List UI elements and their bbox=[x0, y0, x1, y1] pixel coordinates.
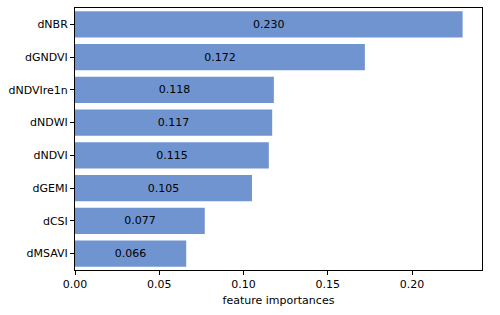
svg-text:feature importances: feature importances bbox=[223, 294, 335, 307]
svg-text:0.117: 0.117 bbox=[158, 116, 190, 129]
svg-text:dGEMI: dGEMI bbox=[33, 182, 68, 195]
svg-text:dMSAVI: dMSAVI bbox=[27, 247, 68, 260]
svg-text:0.066: 0.066 bbox=[115, 247, 147, 260]
svg-text:0.172: 0.172 bbox=[204, 51, 236, 64]
svg-text:0.118: 0.118 bbox=[159, 83, 191, 96]
svg-text:0.230: 0.230 bbox=[253, 18, 285, 31]
svg-text:dNDWI: dNDWI bbox=[30, 116, 68, 129]
svg-text:0.20: 0.20 bbox=[400, 278, 425, 291]
svg-text:0.077: 0.077 bbox=[124, 214, 156, 227]
svg-text:dCSI: dCSI bbox=[43, 215, 68, 228]
svg-text:0.00: 0.00 bbox=[63, 278, 88, 291]
svg-text:0.115: 0.115 bbox=[156, 149, 188, 162]
svg-text:dNBR: dNBR bbox=[37, 18, 68, 31]
svg-text:dNDVI: dNDVI bbox=[34, 149, 68, 162]
svg-text:0.105: 0.105 bbox=[148, 182, 180, 195]
svg-text:0.10: 0.10 bbox=[231, 278, 256, 291]
svg-text:0.05: 0.05 bbox=[147, 278, 172, 291]
svg-text:dNDVIre1n: dNDVIre1n bbox=[9, 84, 68, 97]
svg-text:0.15: 0.15 bbox=[316, 278, 341, 291]
svg-text:dGNDVI: dGNDVI bbox=[25, 51, 68, 64]
